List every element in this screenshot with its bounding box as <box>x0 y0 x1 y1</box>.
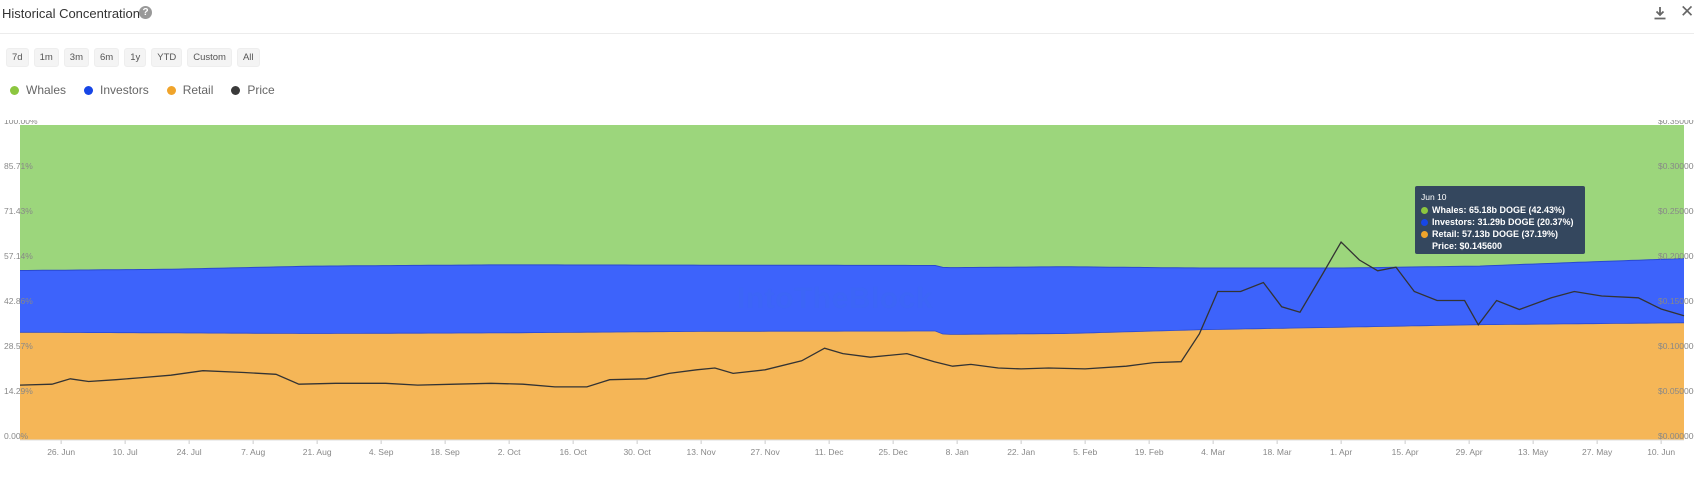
legend-whales-dot <box>10 85 19 95</box>
y-tick-left: 71.43% <box>4 206 33 216</box>
legend-price[interactable]: Price <box>231 83 275 97</box>
chart-legend: Whales Investors Retail Price <box>10 83 275 97</box>
x-tick-label: 15. Apr <box>1392 447 1419 457</box>
tooltip-retail-text: Retail: 57.13b DOGE (37.19%) <box>1432 229 1559 239</box>
y-tick-left: 0.00% <box>4 431 29 441</box>
legend-whales[interactable]: Whales <box>10 83 66 97</box>
legend-price-dot <box>231 85 241 95</box>
x-tick-label: 13. Nov <box>686 447 716 457</box>
investors-area <box>20 258 1684 335</box>
legend-retail-dot <box>166 85 176 95</box>
x-tick-label: 5. Feb <box>1073 447 1097 457</box>
y-tick-right: $0.050000 <box>1658 386 1694 396</box>
legend-retail[interactable]: Retail <box>166 83 214 97</box>
retail-top-line <box>20 322 1685 335</box>
x-tick-label: 18. Mar <box>1263 447 1292 457</box>
x-tick-label: 26. Jun <box>47 447 75 457</box>
x-tick-label: 1. Apr <box>1330 447 1352 457</box>
tooltip-row-retail: Retail: 57.13b DOGE (37.19%) <box>1421 229 1579 239</box>
range-selector: 7d 1m 3m 6m 1y YTD Custom All <box>6 48 260 67</box>
tooltip-whales-dot <box>1421 206 1428 214</box>
range-6m[interactable]: 6m <box>93 48 120 67</box>
tooltip-price-text: Price: $0.145600 <box>1432 241 1503 251</box>
download-icon[interactable] <box>1653 6 1667 20</box>
range-3m[interactable]: 3m <box>63 48 89 67</box>
x-tick-label: 4. Mar <box>1201 447 1225 457</box>
x-tick-label: 29. Apr <box>1456 447 1483 457</box>
tooltip-retail-dot <box>1421 230 1428 238</box>
y-tick-right: $0.000000 <box>1658 431 1694 441</box>
help-icon[interactable]: ? <box>139 6 152 19</box>
y-tick-right: $0.200000 <box>1658 251 1694 261</box>
y-tick-left: 100.00% <box>4 120 38 126</box>
tooltip-price-dot <box>1421 243 1428 250</box>
x-tick-label: 18. Sep <box>430 447 460 457</box>
tooltip-row-investors: Investors: 31.29b DOGE (20.37%) <box>1421 217 1579 227</box>
whales-area <box>20 125 1684 271</box>
y-tick-right: $0.150000 <box>1658 296 1694 306</box>
range-custom[interactable]: Custom <box>187 48 232 67</box>
investors-top-line <box>20 258 1685 271</box>
tooltip-investors-text: Investors: 31.29b DOGE (20.37%) <box>1432 217 1574 227</box>
chart-tooltip: Jun 10 Whales: 65.18b DOGE (42.43%) Inve… <box>1415 186 1585 254</box>
legend-price-label: Price <box>247 83 275 97</box>
concentration-chart[interactable]: 0.00% 14.29% 28.57% 42.86% 57.14% 71.43% 85.71… <box>0 120 1694 503</box>
x-tick-label: 22. Jan <box>1007 447 1035 457</box>
x-tick-label: 13. May <box>1518 447 1549 457</box>
chart-title: Historical Concentration <box>2 6 141 21</box>
chart-header: Historical Concentration ? ✕ <box>0 0 1694 34</box>
y-tick-right: $0.250000 <box>1658 206 1694 216</box>
x-tick-label: 21. Aug <box>303 447 332 457</box>
tooltip-date: Jun 10 <box>1421 192 1447 202</box>
y-tick-left: 85.71% <box>4 161 33 171</box>
legend-investors[interactable]: Investors <box>84 83 149 97</box>
y-tick-left: 28.57% <box>4 341 33 351</box>
x-tick-label: 27. Nov <box>750 447 780 457</box>
x-tick-label: 19. Feb <box>1135 447 1164 457</box>
range-1y[interactable]: 1y <box>124 48 147 67</box>
price-line <box>19 240 1685 388</box>
y-tick-right: $0.350000 <box>1658 120 1694 126</box>
y-tick-left: 42.86% <box>4 296 33 306</box>
x-tick-label: 11. Dec <box>815 447 844 457</box>
x-tick-label: 10. Jul <box>113 447 138 457</box>
legend-whales-label: Whales <box>26 83 67 97</box>
x-tick-label: 30. Oct <box>623 447 651 457</box>
x-tick-label: 2. Oct <box>498 447 521 457</box>
y-tick-left: 57.14% <box>4 251 33 261</box>
tooltip-row-price: Price: $0.145600 <box>1421 241 1579 251</box>
y-tick-right: $0.100000 <box>1658 341 1694 351</box>
legend-investors-label: Investors <box>100 83 149 97</box>
range-ytd[interactable]: YTD <box>151 48 183 67</box>
y-tick-left: 14.29% <box>4 386 33 396</box>
tooltip-row-whales: Whales: 65.18b DOGE (42.43%) <box>1421 205 1579 215</box>
y-tick-right: $0.300000 <box>1658 161 1694 171</box>
close-icon[interactable]: ✕ <box>1680 2 1694 21</box>
x-tick-label: 4. Sep <box>369 447 394 457</box>
x-tick-label: 7. Aug <box>241 447 265 457</box>
retail-area <box>20 322 1684 440</box>
x-tick-label: 10. Jun <box>1647 447 1675 457</box>
tooltip-whales-text: Whales: 65.18b DOGE (42.43%) <box>1432 205 1566 215</box>
legend-investors-dot <box>84 85 94 95</box>
watermark: IntoTheBlock <box>737 282 934 315</box>
range-all[interactable]: All <box>236 48 260 67</box>
x-tick-label: 16. Oct <box>559 447 587 457</box>
x-tick-label: 24. Jul <box>177 447 202 457</box>
range-1m[interactable]: 1m <box>33 48 59 67</box>
range-7d[interactable]: 7d <box>6 48 29 67</box>
legend-retail-label: Retail <box>182 83 214 97</box>
x-tick-label: 25. Dec <box>878 447 908 457</box>
tooltip-investors-dot <box>1421 218 1428 226</box>
x-tick-label: 27. May <box>1582 447 1613 457</box>
x-tick-label: 8. Jan <box>946 447 969 457</box>
